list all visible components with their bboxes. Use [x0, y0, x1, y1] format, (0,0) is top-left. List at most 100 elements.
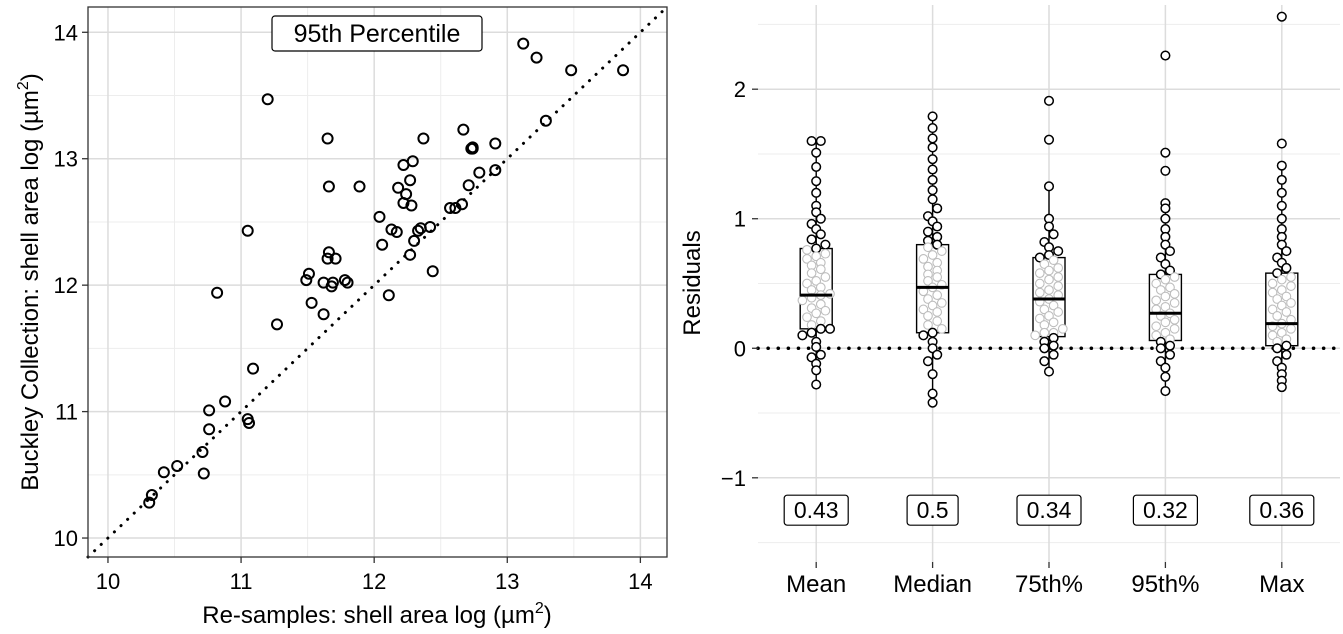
boxplot-point: [918, 254, 929, 264]
boxplot-point: [918, 330, 929, 341]
left-scatter-point: [517, 37, 530, 50]
annotation-box: [1132, 494, 1199, 526]
boxplot-point: [1057, 323, 1068, 334]
boxplot-points: [1151, 50, 1180, 397]
left-panel-title-box: 95th Percentile: [271, 15, 483, 52]
boxplot-point: [1276, 200, 1287, 211]
boxplot-points: [1030, 95, 1068, 377]
boxplot-point: [1165, 282, 1175, 293]
annotation-box: [1016, 494, 1082, 526]
left-x-tick-label: 13: [495, 569, 519, 594]
left-scatter-point: [426, 265, 439, 278]
left-x-tick-label: 12: [362, 569, 386, 594]
boxplot-point: [927, 154, 938, 165]
boxplot-75th: [1030, 95, 1068, 377]
boxplot-point: [1276, 213, 1287, 224]
boxplot-point: [1160, 385, 1171, 397]
boxplot-points: [918, 111, 947, 408]
left-scatter-point: [406, 155, 419, 168]
boxplot-point: [1164, 349, 1176, 360]
left-scatter-point: [466, 142, 479, 155]
boxplot-point: [806, 268, 817, 278]
boxplot-point: [927, 300, 938, 311]
left-scatter-point: [321, 252, 334, 265]
boxplot-point: [820, 239, 831, 250]
left-scatter-point: [261, 93, 274, 106]
left-scatter-point: [489, 137, 502, 150]
left-scatter-point: [203, 423, 216, 436]
left-scatter-point: [338, 274, 351, 287]
boxplot-point: [927, 133, 938, 144]
left-scatter-point: [247, 362, 260, 375]
left-scatter-point: [530, 51, 543, 64]
boxplot-point: [815, 135, 826, 147]
boxplot-point: [1267, 330, 1278, 341]
boxplot-point: [1276, 174, 1287, 185]
boxplot-point: [936, 323, 947, 334]
left-scatter-point: [417, 132, 430, 145]
left-scatter-point: [565, 64, 578, 77]
boxplot-point: [927, 185, 938, 196]
boxplot-point: [820, 248, 831, 259]
boxplot-95th: [1148, 50, 1183, 397]
boxplot-point: [1039, 327, 1050, 338]
boxplot-point: [811, 251, 822, 262]
boxplot-mean: [797, 135, 836, 390]
right-annotations: 0.43 0.5 0.34 0.32 0.36: [783, 494, 1315, 526]
left-gridlines: [88, 7, 667, 557]
left-scatter-point: [489, 164, 502, 177]
left-scatter-point: [143, 496, 156, 509]
boxplot-point: [1281, 246, 1292, 257]
annotation-95th: 0.32: [1132, 494, 1199, 526]
boxplot-point: [824, 323, 836, 334]
boxplot-point: [811, 276, 822, 286]
boxplot-point: [1276, 11, 1287, 22]
boxplot-point: [927, 123, 938, 134]
left-panel-title: 95th Percentile: [294, 20, 461, 48]
boxplot-point: [1281, 291, 1292, 302]
boxplot-point: [1160, 362, 1171, 373]
left-scatter-point: [157, 466, 170, 479]
boxplot-point: [1155, 343, 1166, 354]
boxplot-point: [1048, 340, 1059, 351]
boxplot-point: [1272, 311, 1283, 321]
left-scatter-point: [219, 395, 232, 408]
left-x-axis-label-unit: µm: [501, 602, 535, 629]
left-y-tick-label: 11: [55, 400, 78, 425]
right-boxplots: [797, 11, 1299, 408]
boxplot-point: [1044, 311, 1054, 321]
boxplot-point: [1034, 252, 1045, 263]
left-scatter-point: [382, 289, 395, 302]
right-y-tick-label: 0: [734, 336, 746, 361]
left-y-axis-label: Buckley Collection: shell area log (µm2): [15, 73, 44, 491]
left-scatter-point: [405, 199, 418, 212]
right-x-tick-label: 95th%: [1131, 571, 1199, 598]
boxplot-point: [1267, 287, 1278, 298]
boxplot-point: [1048, 229, 1059, 240]
boxplot-point: [1276, 285, 1287, 295]
boxplot-point: [1053, 272, 1064, 282]
left-scatter-point: [241, 224, 254, 237]
boxplot-point: [1276, 300, 1287, 311]
boxplot-point: [811, 161, 822, 172]
left-scatter-point: [404, 174, 417, 187]
boxplot-point: [932, 272, 943, 282]
left-scatter-points: [143, 37, 630, 509]
left-scatter-point: [392, 181, 405, 194]
boxplot-point: [1160, 301, 1171, 312]
left-scatter-point: [321, 132, 334, 145]
left-scatter-point: [302, 267, 315, 280]
boxplot-point: [1044, 285, 1054, 295]
boxplot-point: [1169, 298, 1180, 308]
annotation-max: 0.36: [1249, 494, 1315, 526]
right-x-tick-label: Max: [1259, 571, 1304, 598]
boxplot-point: [1151, 295, 1162, 306]
boxplot-point: [1039, 356, 1050, 367]
boxplot-point: [1151, 321, 1162, 332]
boxplot-point: [1272, 294, 1283, 304]
boxplot-point: [802, 254, 812, 264]
boxplot-point: [802, 312, 812, 323]
boxplot-point: [815, 264, 826, 275]
boxplot-point: [932, 307, 943, 317]
left-scatter-point: [196, 446, 209, 459]
